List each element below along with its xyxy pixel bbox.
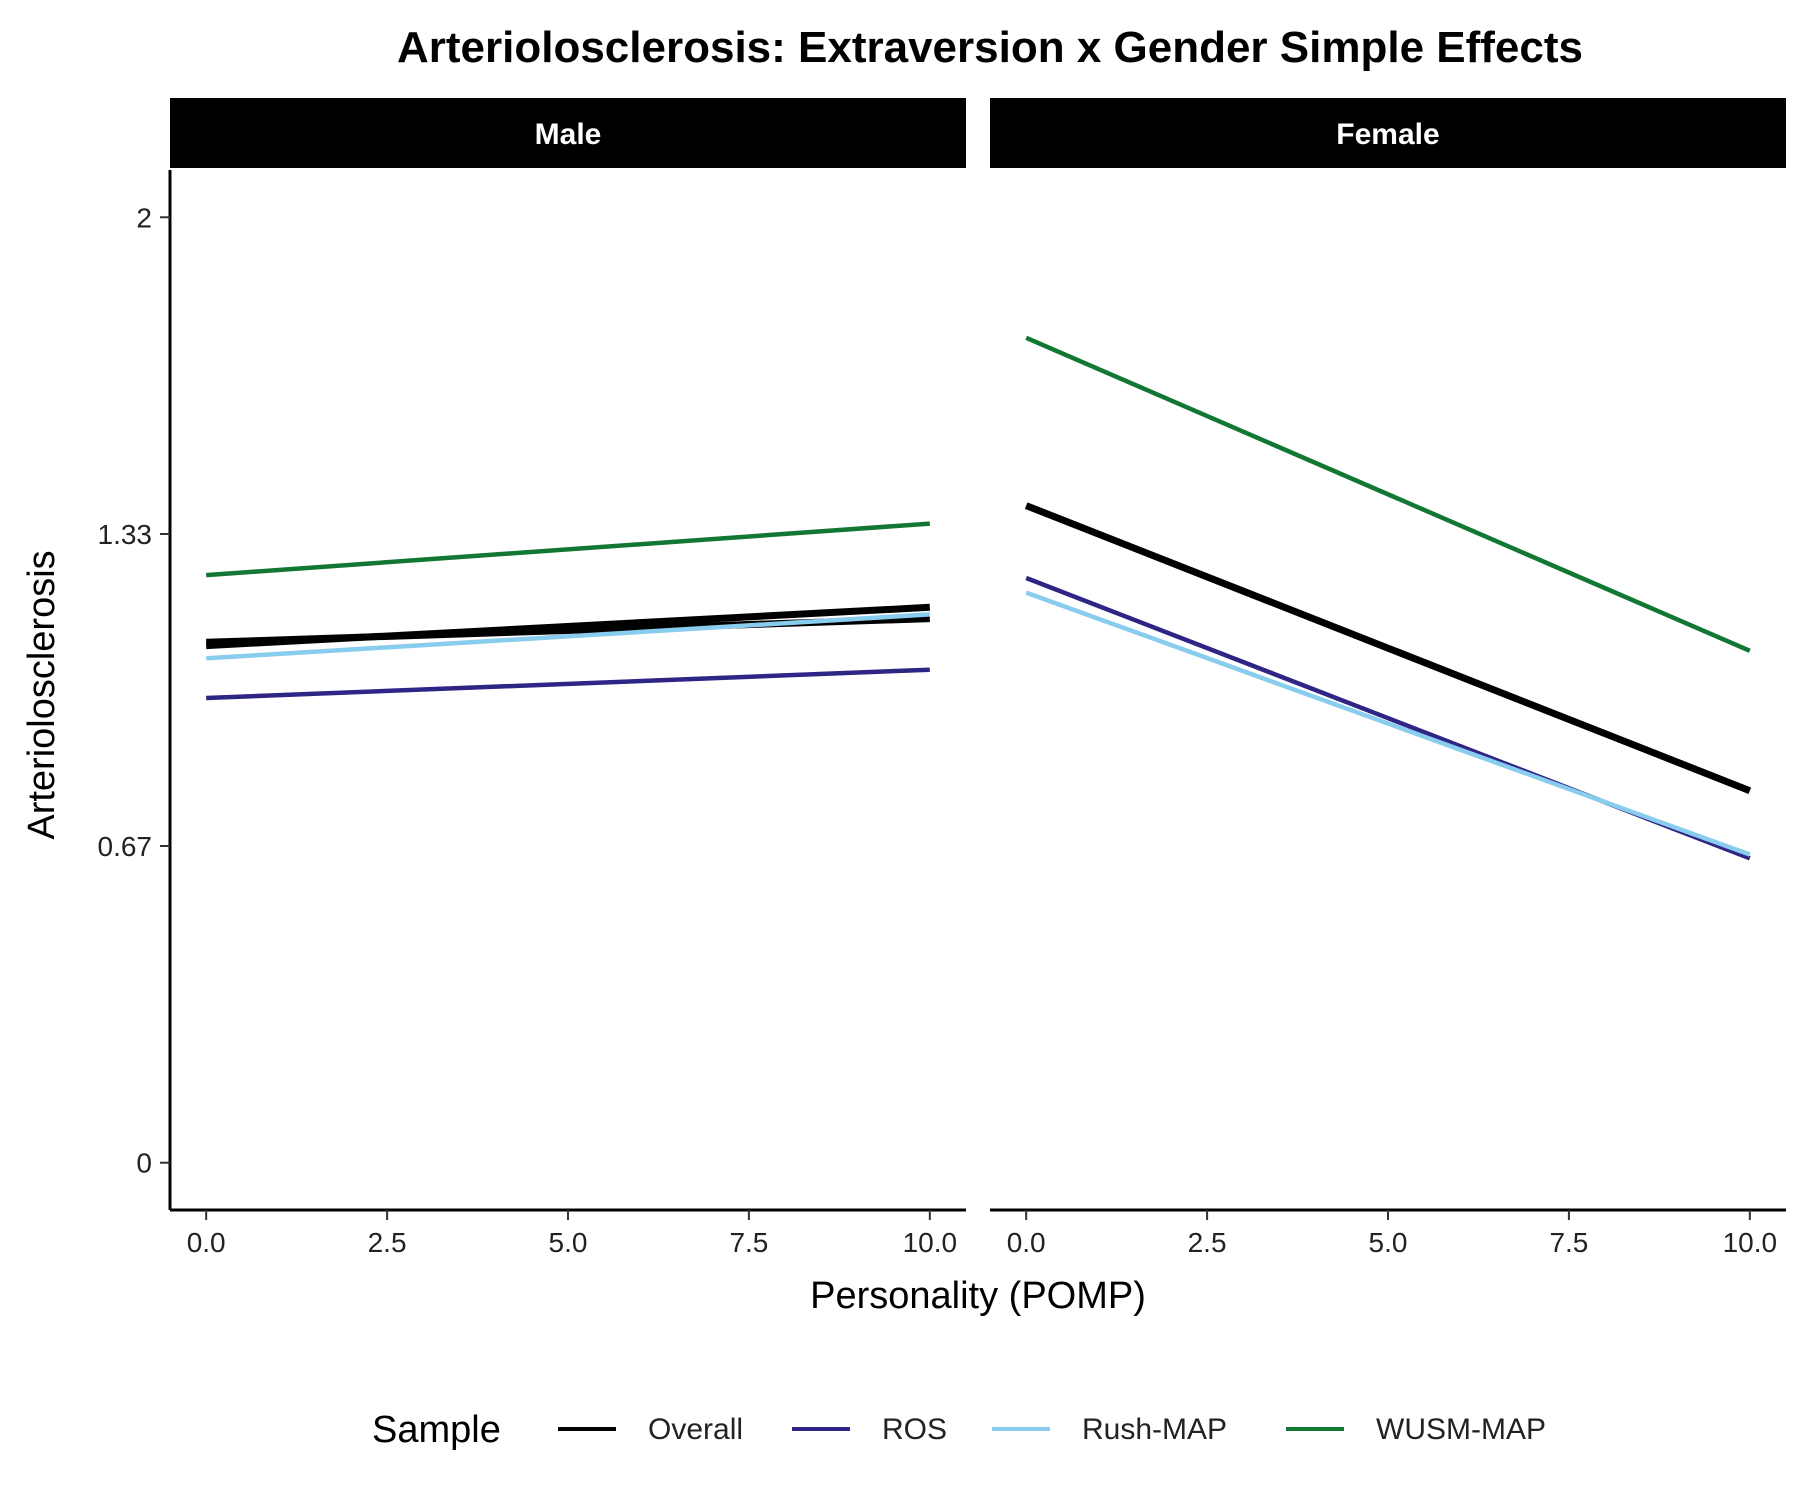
facet-strip — [990, 98, 1786, 168]
x-axis-title: Personality (POMP) — [810, 1275, 1146, 1317]
series-line-ros — [206, 667, 930, 701]
x-tick-label: 0.0 — [1007, 1227, 1046, 1258]
legend: Sample Overall ROS Rush-MAP WUSM-MAP — [372, 1409, 1546, 1451]
y-tick-label: 1.33 — [98, 519, 153, 550]
facet-label: Male — [535, 118, 602, 151]
legend-label-overall: Overall — [648, 1413, 743, 1446]
x-tick-label: 2.5 — [368, 1227, 407, 1258]
x-tick-label: 5.0 — [549, 1227, 588, 1258]
series-line-wusm-map — [206, 521, 930, 578]
y-axis-title: Arteriolosclerosis — [21, 550, 63, 839]
x-tick-label: 5.0 — [1369, 1227, 1408, 1258]
legend-label-ros: ROS — [882, 1413, 947, 1446]
x-tick-label: 7.5 — [1549, 1227, 1588, 1258]
series-line-wusm-map — [1025, 335, 1751, 653]
series-line-rush-map — [206, 612, 930, 661]
chart-title: Arteriolosclerosis: Extraversion x Gende… — [397, 23, 1583, 72]
series-line-overall — [1024, 502, 1752, 794]
x-tick-label: 0.0 — [187, 1227, 226, 1258]
y-tick-label: 0 — [136, 1148, 152, 1179]
y-tick-label: 2 — [136, 202, 152, 233]
facet-label: Female — [1336, 118, 1439, 151]
y-tick-label: 0.67 — [98, 831, 153, 862]
panel-male: Male 0.0 2.5 5.0 7.5 10.0 — [170, 98, 966, 1258]
panel-female: Female 0.0 2.5 5.0 7.5 10.0 — [990, 98, 1786, 1258]
x-tick-label: 10.0 — [903, 1227, 958, 1258]
facet-strip — [170, 98, 966, 168]
legend-label-rush-map: Rush-MAP — [1082, 1413, 1227, 1446]
legend-title: Sample — [372, 1409, 501, 1451]
y-axis: 0 0.67 1.33 2 — [98, 170, 172, 1210]
panels: Male 0.0 2.5 5.0 7.5 10.0 Female 0.0 2.5 5.0 7.5 10… — [170, 98, 1786, 1258]
x-tick-label: 7.5 — [729, 1227, 768, 1258]
series-line-rush-map — [1025, 590, 1751, 857]
legend-label-wusm-map: WUSM-MAP — [1376, 1413, 1546, 1446]
x-tick-label: 2.5 — [1188, 1227, 1227, 1258]
x-tick-label: 10.0 — [1723, 1227, 1778, 1258]
